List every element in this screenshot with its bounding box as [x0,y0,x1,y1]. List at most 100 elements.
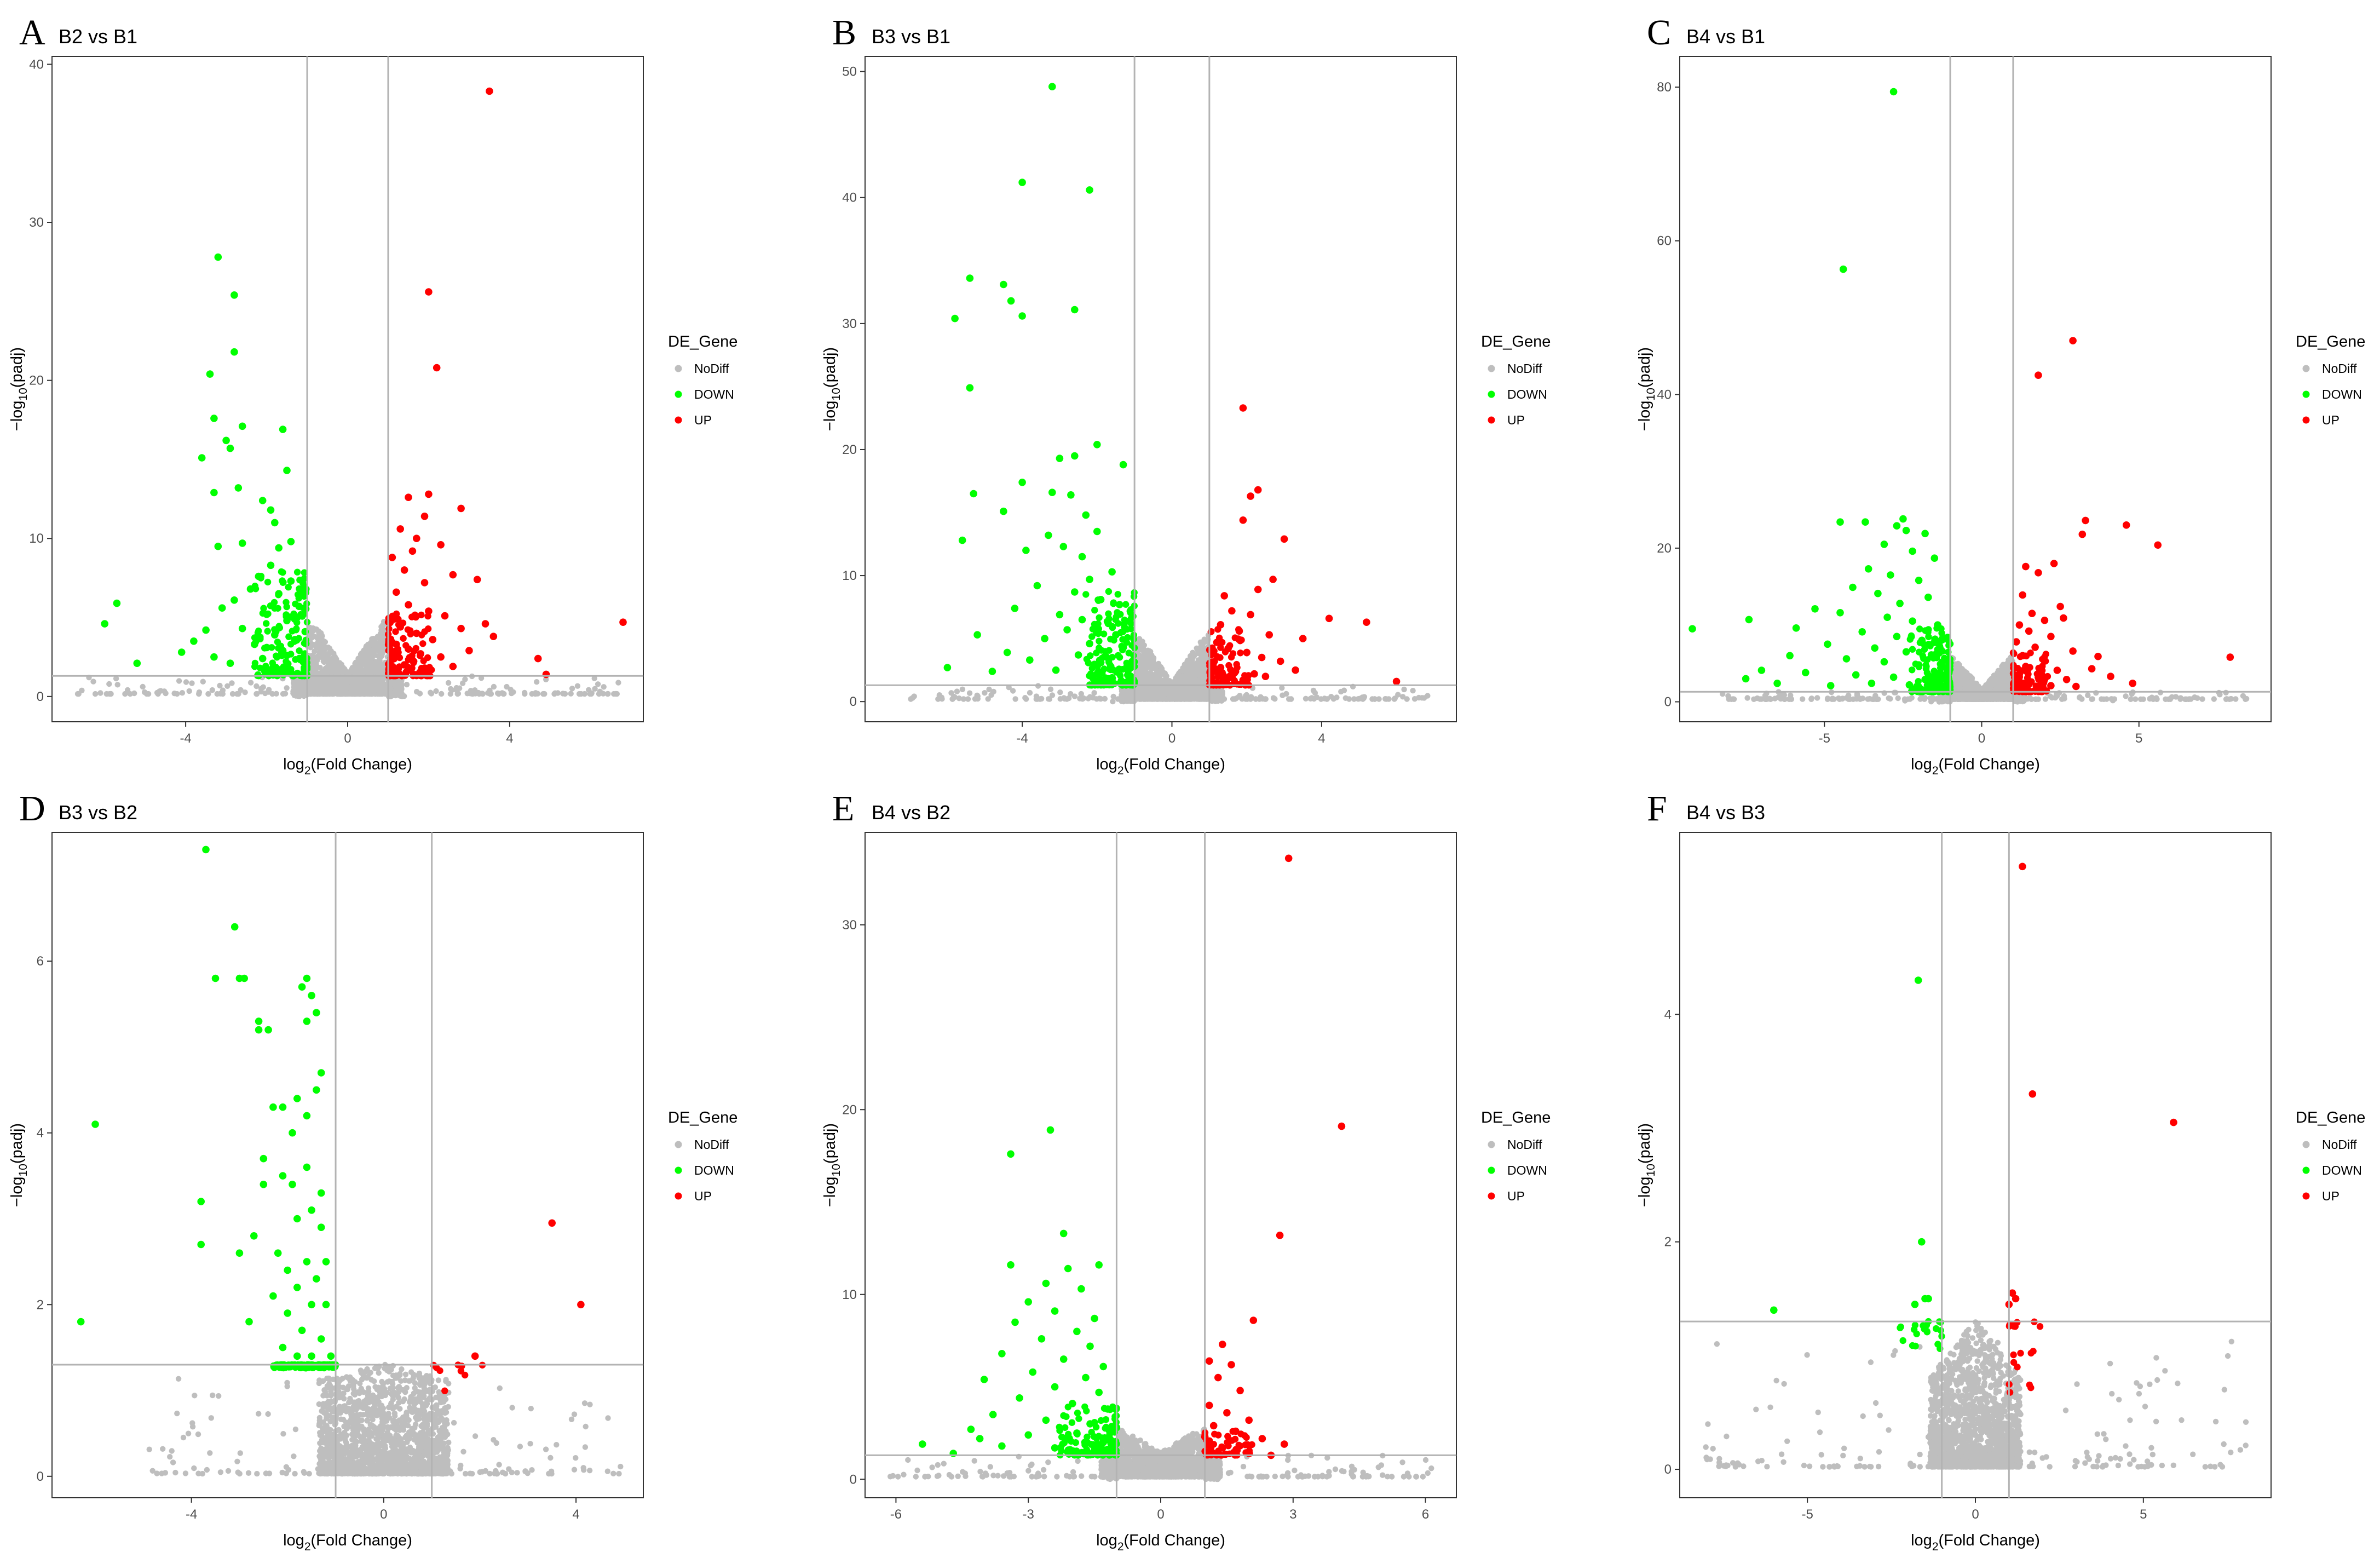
down-point [1093,527,1101,536]
nodiff-point [428,691,435,697]
nodiff-point [1361,694,1368,700]
up-point [1220,675,1228,683]
down-point [1048,488,1056,496]
down-point [1115,652,1122,659]
nodiff-point [313,626,319,633]
down-point [206,370,214,378]
down-point [255,627,262,635]
nodiff-point [1144,674,1150,680]
up-point [1226,672,1234,680]
nodiff-point [1416,694,1422,701]
panel-letter-b: B [832,13,856,53]
down-point [251,634,258,641]
nodiff-point [310,666,316,672]
nodiff-point [1213,696,1219,702]
nodiff-point [1066,695,1072,702]
nodiff-point [1057,689,1063,695]
nodiff-point [200,679,206,685]
down-point [296,585,303,593]
up-point [1245,672,1252,679]
nodiff-point [253,691,260,697]
up-point [441,612,449,620]
nodiff-point [205,691,211,697]
nodiff-point [1236,694,1242,700]
nodiff-point [1204,637,1210,643]
nodiff-point [985,696,991,702]
down-point [1041,635,1048,642]
y-tick-label: 0 [850,694,857,709]
down-point [970,490,977,498]
nodiff-point [449,687,455,693]
nodiff-point [1027,689,1033,696]
nodiff-point [321,668,327,674]
legend-label-nodiff: NoDiff [694,361,729,376]
down-point [295,595,302,602]
up-point [1265,631,1273,639]
nodiff-point [1382,696,1388,702]
nodiff-point [540,691,546,697]
nodiff-point [355,686,361,693]
nodiff-point [372,681,378,688]
down-point [238,422,246,430]
nodiff-point [1071,693,1078,699]
nodiff-point [372,644,379,650]
nodiff-point [1213,687,1219,693]
y-axis-label: −log10(padj) [8,347,30,431]
up-point [489,633,498,640]
down-point [1122,680,1130,688]
panel-title-c: B4 vs B1 [1686,25,1765,48]
up-point [1392,677,1401,686]
down-point [1000,280,1007,289]
legend-label-nodiff: NoDiff [1507,361,1542,376]
nodiff-point [339,685,345,691]
nodiff-point [370,653,377,659]
nodiff-point [368,639,375,645]
up-point [418,611,425,619]
nodiff-point [591,675,597,681]
down-point [1112,631,1120,639]
nodiff-point [1279,685,1285,691]
nodiff-point [355,676,361,682]
nodiff-point [909,695,916,701]
nodiff-point [327,680,334,686]
down-point [210,415,218,422]
nodiff-point [1160,689,1166,696]
down-point [1085,659,1092,666]
down-point [1087,652,1094,659]
up-point [1231,634,1238,641]
up-point [1363,618,1370,626]
up-point [1217,644,1224,651]
nodiff-point [1165,696,1171,702]
nodiff-point [300,692,307,699]
legend-marker-nodiff [1488,365,1495,372]
down-point [1007,297,1015,305]
down-point [113,599,121,607]
up-point [400,635,407,642]
nodiff-point [122,691,128,697]
nodiff-point [364,664,370,670]
nodiff-point [1143,660,1149,666]
legend-marker-down [675,390,682,398]
up-point [1219,639,1226,646]
nodiff-point [1371,696,1378,702]
nodiff-point [1141,642,1147,648]
up-point [457,624,465,633]
down-point [1100,630,1108,637]
nodiff-point [333,690,339,696]
up-point [1238,636,1245,643]
down-point [267,506,275,514]
legend-marker-nodiff [675,365,682,372]
down-point [303,640,310,647]
nodiff-point [1010,688,1016,694]
nodiff-point [982,690,988,696]
nodiff-point [1280,692,1286,698]
down-point [210,653,218,661]
up-point [1239,404,1247,412]
nodiff-point [235,691,241,697]
nodiff-point [214,691,220,697]
down-point [283,617,291,625]
nodiff-point [1887,695,1893,702]
down-point [1086,186,1093,194]
nodiff-point [1186,665,1192,671]
